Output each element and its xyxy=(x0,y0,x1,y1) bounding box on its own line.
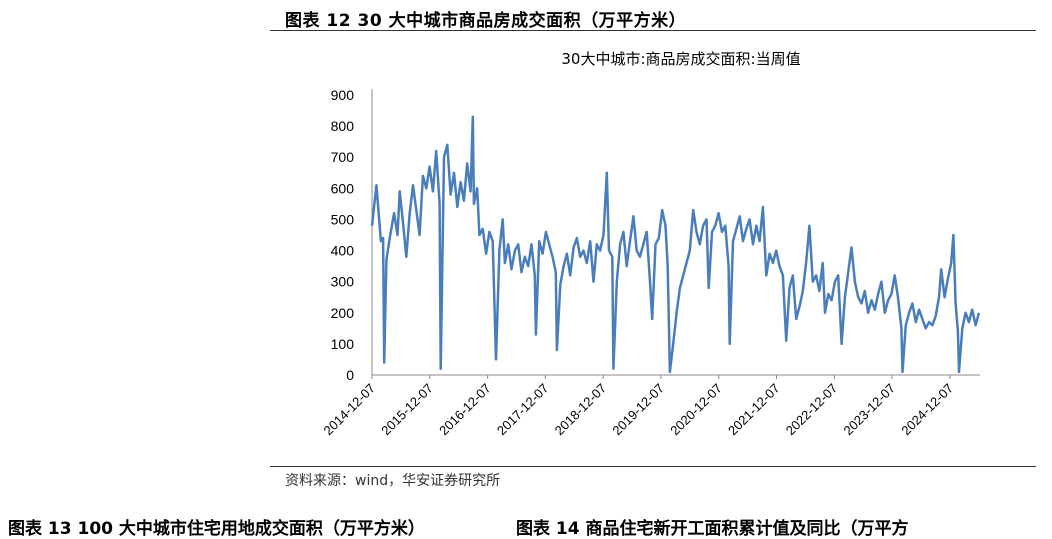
x-tick-label: 2020-12-07 xyxy=(667,381,725,439)
x-tick-label: 2014-12-07 xyxy=(320,381,378,439)
x-tick-label: 2015-12-07 xyxy=(378,381,436,439)
series-line xyxy=(370,115,981,374)
figure-title: 图表 12 30 大中城市商品房成交面积（万平方米） xyxy=(285,11,687,31)
bottom-rule xyxy=(270,466,1036,467)
y-tick-label: 900 xyxy=(331,87,355,103)
source-note: 资料来源：wind，华安证券研究所 xyxy=(285,473,501,489)
y-tick-label: 400 xyxy=(331,243,355,259)
next-figure-title-left: 图表 13 100 大中城市住宅用地成交面积（万平方米） xyxy=(8,519,425,539)
y-tick-label: 700 xyxy=(331,149,355,165)
x-tick-label: 2018-12-07 xyxy=(552,381,610,439)
y-tick-label: 300 xyxy=(331,274,355,290)
y-tick-label: 100 xyxy=(331,336,355,352)
x-tick-label: 2023-12-07 xyxy=(841,381,899,439)
next-figure-title-right: 图表 14 商品住宅新开工面积累计值及同比（万平方 xyxy=(516,519,909,539)
y-tick-label: 800 xyxy=(331,118,355,134)
line-chart: 30大中城市:商品房成交面积:当周值 0 100 200 300 400 500 600 700… xyxy=(320,50,981,439)
x-tick-label: 2019-12-07 xyxy=(609,381,667,439)
top-rule xyxy=(270,30,1036,31)
x-tick-label: 2017-12-07 xyxy=(494,381,552,439)
chart-title: 30大中城市:商品房成交面积:当周值 xyxy=(561,50,800,68)
y-tick-label: 500 xyxy=(331,211,355,227)
x-tick-label: 2016-12-07 xyxy=(436,381,494,439)
x-tick-label: 2022-12-07 xyxy=(783,381,841,439)
x-tick-label: 2024-12-07 xyxy=(898,381,956,439)
y-tick-label: 0 xyxy=(346,367,354,383)
y-tick-label: 600 xyxy=(331,180,355,196)
x-tick-label: 2021-12-07 xyxy=(725,381,783,439)
y-tick-label: 200 xyxy=(331,305,355,321)
